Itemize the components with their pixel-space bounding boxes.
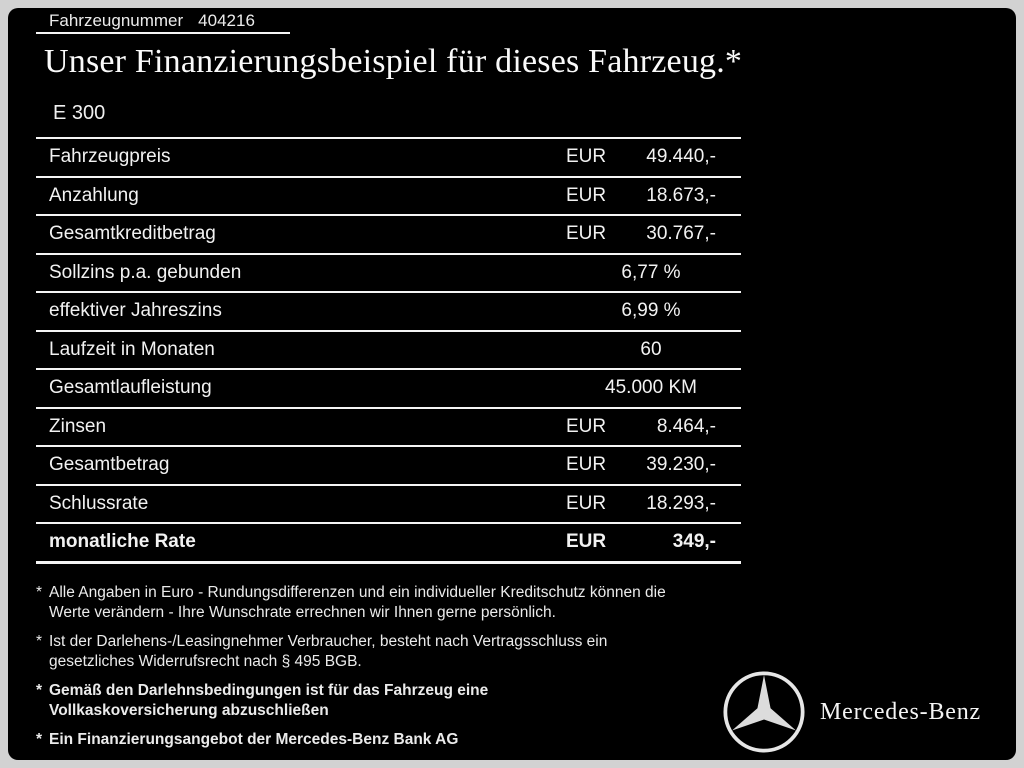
- row-value: EUR 39.230,-: [566, 454, 716, 476]
- table-row: Anzahlung EUR 18.673,-: [36, 175, 741, 215]
- row-value: EUR 30.767,-: [566, 223, 716, 245]
- footnote-marker: *: [36, 682, 43, 699]
- row-label: Schlussrate: [49, 492, 149, 514]
- currency-label: EUR: [566, 146, 607, 168]
- amount: 349,-: [672, 531, 716, 553]
- row-label: Zinsen: [49, 415, 107, 437]
- footnote: * Ein Finanzierungsangebot der Mercedes-B…: [36, 730, 726, 750]
- row-value: EUR 18.293,-: [566, 493, 716, 515]
- table-row: monatliche Rate EUR 349,-: [36, 522, 741, 561]
- footnote-marker: *: [36, 731, 43, 748]
- row-label: Gesamtkreditbetrag: [49, 223, 216, 245]
- footnote-text: Ein Finanzierungsangebot der Mercedes-Be…: [49, 731, 459, 748]
- table-row: Fahrzeugpreis EUR 49.440,-: [36, 137, 741, 176]
- table-row: Gesamtkreditbetrag EUR 30.767,-: [36, 214, 741, 253]
- row-value: 45.000 KM: [605, 377, 697, 399]
- table-row: Gesamtlaufleistung 45.000 KM: [36, 368, 741, 407]
- table-row: effektiver Jahreszins 6,99 %: [36, 291, 741, 330]
- row-label: Fahrzeugpreis: [49, 146, 171, 168]
- footnote: * Alle Angaben in Euro - Rundungsdifferen…: [36, 583, 726, 623]
- footnote-text: Gemäß den Darlehnsbedingungen ist für da…: [49, 682, 489, 719]
- table-row: Schlussrate EUR 18.293,-: [36, 483, 741, 523]
- currency-label: EUR: [566, 223, 607, 245]
- row-label: Gesamtbetrag: [49, 454, 170, 476]
- footnote-text: Ist der Darlehens-/Leasingnehmer Verbrau…: [49, 633, 608, 670]
- finance-table: Fahrzeugpreis EUR 49.440,- Anzahlung EUR 18.6…: [36, 137, 741, 564]
- vehicle-number: Fahrzeugnummer 404216: [49, 11, 255, 30]
- row-label: Laufzeit in Monaten: [49, 338, 215, 360]
- footnote-text: Alle Angaben in Euro - Rundungsdifferenz…: [49, 584, 666, 621]
- header-divider: [36, 32, 290, 34]
- row-label: Sollzins p.a. gebunden: [49, 261, 242, 283]
- row-value: EUR 349,-: [566, 531, 716, 553]
- currency-label: EUR: [566, 531, 607, 553]
- row-value: EUR 8.464,-: [566, 416, 716, 438]
- mercedes-star-icon: [723, 671, 805, 753]
- row-label: monatliche Rate: [49, 531, 196, 553]
- table-row: Laufzeit in Monaten 60: [36, 329, 741, 369]
- table-row: Zinsen EUR 8.464,-: [36, 406, 741, 446]
- row-value: 6,77 %: [621, 261, 681, 283]
- row-label: Gesamtlaufleistung: [49, 377, 212, 399]
- row-value: 60: [640, 338, 662, 360]
- amount: 18.293,-: [646, 492, 716, 514]
- row-label: effektiver Jahreszins: [49, 300, 222, 322]
- currency-label: EUR: [566, 184, 607, 206]
- row-value: 6,99 %: [621, 300, 681, 322]
- amount: 8.464,-: [656, 415, 716, 437]
- amount: 18.673,-: [646, 184, 716, 206]
- currency-label: EUR: [566, 454, 607, 476]
- table-row: Sollzins p.a. gebunden 6,77 %: [36, 252, 741, 292]
- brand: Mercedes-Benz: [722, 670, 981, 754]
- finance-offer-sheet: Fahrzeugnummer 404216 Unser Finanzierungs…: [8, 8, 1016, 760]
- row-value: EUR 18.673,-: [566, 185, 716, 207]
- row-label: Anzahlung: [49, 184, 139, 206]
- vehicle-model: E 300: [53, 102, 106, 124]
- amount: 39.230,-: [646, 454, 716, 476]
- currency-label: EUR: [566, 415, 607, 437]
- amount: 49.440,-: [646, 146, 716, 168]
- vehicle-number-label: Fahrzeugnummer: [49, 11, 184, 30]
- footnote: * Gemäß den Darlehnsbedingungen ist für d…: [36, 681, 726, 721]
- currency-label: EUR: [566, 492, 607, 514]
- vehicle-number-value: 404216: [198, 11, 255, 30]
- footnote-marker: *: [36, 584, 43, 601]
- row-value: EUR 49.440,-: [566, 146, 716, 168]
- footnote: * Ist der Darlehens-/Leasingnehmer Verbra…: [36, 632, 726, 672]
- table-row: Gesamtbetrag EUR 39.230,-: [36, 445, 741, 484]
- footnotes: * Alle Angaben in Euro - Rundungsdifferen…: [36, 583, 726, 759]
- amount: 30.767,-: [646, 223, 716, 245]
- footnote-marker: *: [36, 633, 43, 650]
- page-title: Unser Finanzierungsbeispiel für dieses F…: [44, 43, 743, 80]
- brand-name: Mercedes-Benz: [820, 698, 981, 725]
